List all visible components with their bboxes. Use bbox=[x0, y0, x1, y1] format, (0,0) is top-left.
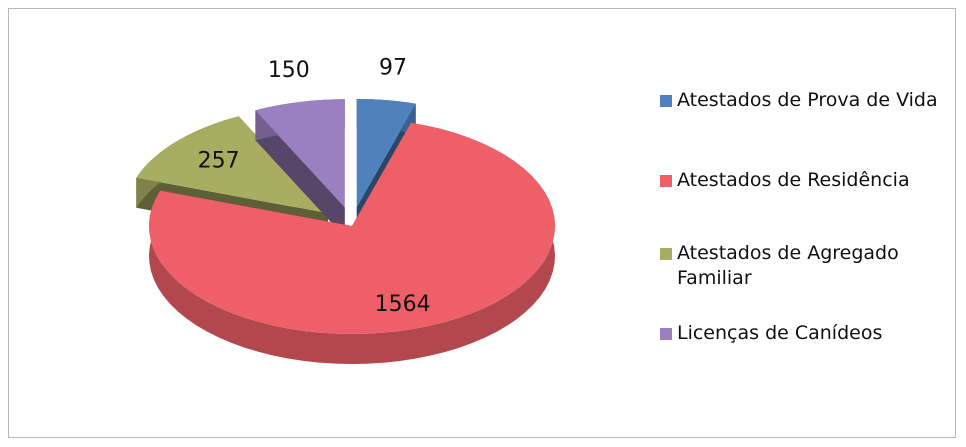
slice bbox=[255, 99, 345, 238]
slice-top bbox=[136, 116, 328, 214]
slice-top bbox=[149, 122, 555, 334]
legend-label: Licenças de Canídeos bbox=[677, 322, 883, 344]
legend-entry: Atestados de Agregado Familiar bbox=[660, 241, 940, 291]
data-label: 97 bbox=[379, 56, 407, 81]
chart-frame bbox=[8, 8, 956, 438]
slice-top bbox=[255, 99, 345, 208]
slice-wall bbox=[255, 110, 345, 238]
legend-entry: Licenças de Canídeos bbox=[660, 321, 940, 346]
data-label: 257 bbox=[198, 149, 240, 174]
legend-swatch bbox=[660, 95, 672, 107]
legend-swatch bbox=[660, 248, 672, 260]
slice bbox=[149, 122, 555, 364]
legend-label: Atestados de Agregado Familiar bbox=[677, 242, 899, 289]
legend-entry: Atestados de Residência bbox=[660, 168, 940, 193]
slice-top bbox=[356, 99, 416, 207]
legend-swatch bbox=[660, 175, 672, 187]
legend: Atestados de Prova de Vida Atestados de R… bbox=[660, 88, 940, 346]
legend-label: Atestados de Residência bbox=[677, 169, 910, 191]
data-label: 150 bbox=[268, 58, 310, 83]
legend-entry: Atestados de Prova de Vida bbox=[660, 88, 940, 113]
data-label: 1564 bbox=[375, 292, 431, 317]
legend-label: Atestados de Prova de Vida bbox=[677, 89, 938, 111]
legend-swatch bbox=[660, 328, 672, 340]
